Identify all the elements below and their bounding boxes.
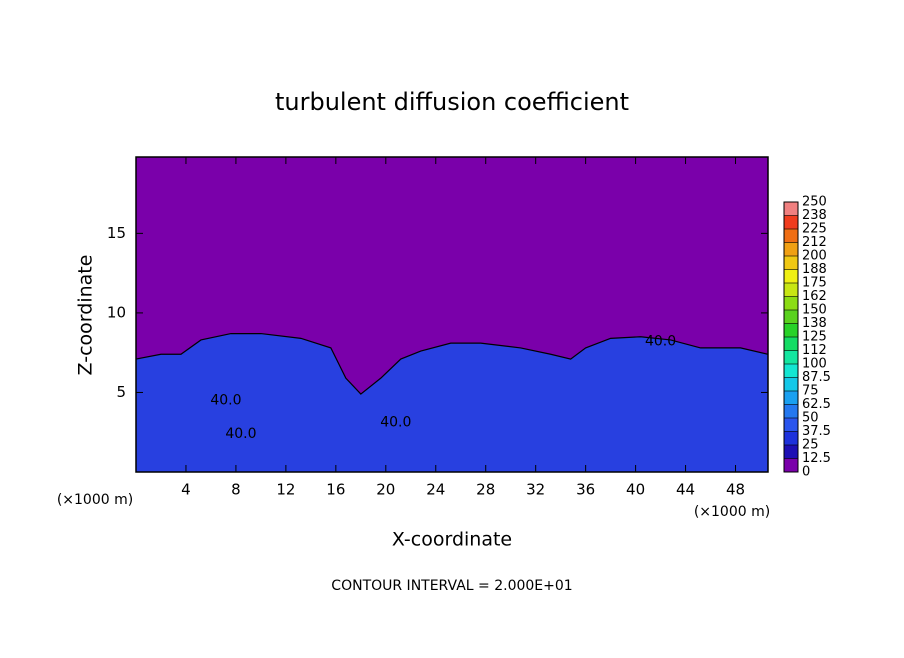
x-tick-label: 24: [426, 481, 445, 499]
contour-line: [135, 332, 769, 395]
y-tick-label: 5: [116, 383, 126, 401]
colorbar-tick-label: 62.5: [802, 397, 831, 412]
x-tick-label: 28: [476, 481, 495, 499]
colorbar-tick-label: 162: [802, 289, 827, 304]
colorbar-band: [784, 350, 798, 364]
contour-label: 40.0: [225, 426, 256, 442]
x-tick-label: 44: [676, 481, 695, 499]
colorbar-band: [784, 418, 798, 432]
colorbar-tick-label: 250: [802, 195, 827, 210]
colorbar-tick-label: 100: [802, 357, 827, 372]
colorbar-tick-label: 50: [802, 411, 819, 426]
colorbar-band: [784, 445, 798, 459]
colorbar-band: [784, 323, 798, 337]
colorbar-band: [784, 337, 798, 351]
colorbar-tick-label: 188: [802, 262, 827, 277]
colorbar-band: [784, 269, 798, 283]
x-unit-label: (×1000 m): [694, 504, 770, 520]
colorbar-tick-label: 200: [802, 249, 827, 264]
x-tick-label: 12: [276, 481, 295, 499]
colorbar-tick-label: 175: [802, 276, 827, 291]
colorbar-tick-label: 0: [802, 465, 810, 480]
colorbar-tick-label: 225: [802, 222, 827, 237]
x-tick-label: 20: [376, 481, 395, 499]
colorbar-band: [784, 431, 798, 445]
y-tick-label: 15: [107, 224, 126, 242]
colorbar-tick-label: 12.5: [802, 451, 831, 466]
colorbar-tick-label: 75: [802, 384, 819, 399]
colorbar-band: [784, 391, 798, 405]
x-tick-label: 4: [181, 481, 191, 499]
colorbar-tick-label: 87.5: [802, 370, 831, 385]
colorbar-band: [784, 215, 798, 229]
colorbar-band: [784, 283, 798, 297]
colorbar-tick-label: 212: [802, 235, 827, 250]
x-axis-label: X-coordinate: [392, 529, 512, 551]
turbulent-layer: [136, 333, 768, 472]
y-axis-label: Z-coordinate: [75, 255, 97, 376]
x-tick-label: 40: [626, 481, 645, 499]
colorbar-band: [784, 310, 798, 324]
x-unit-label: (×1000 m): [57, 492, 133, 508]
contour-label: 40.0: [645, 334, 676, 350]
colorbar-band: [784, 404, 798, 418]
colorbar-band: [784, 256, 798, 270]
colorbar-tick-label: 25: [802, 438, 819, 453]
colorbar-band: [784, 458, 798, 472]
colorbar-tick-label: 37.5: [802, 424, 831, 439]
colorbar-band: [784, 229, 798, 243]
x-tick-label: 36: [576, 481, 595, 499]
x-tick-label: 48: [726, 481, 745, 499]
colorbar-tick-label: 112: [802, 343, 827, 358]
colorbar-band: [784, 242, 798, 256]
colorbar-tick-label: 125: [802, 330, 827, 345]
colorbar-tick-label: 238: [802, 208, 827, 223]
x-tick-label: 32: [526, 481, 545, 499]
plot-frame: [135, 156, 769, 473]
x-tick-label: 16: [326, 481, 345, 499]
contour-label: 40.0: [380, 415, 411, 431]
colorbar-band: [784, 364, 798, 378]
colorbar-band: [784, 377, 798, 391]
colorbar-tick-label: 150: [802, 303, 827, 318]
x-tick-label: 8: [231, 481, 241, 499]
colorbar-band: [784, 296, 798, 310]
colorbar-band: [784, 202, 798, 216]
y-tick-label: 10: [107, 303, 126, 321]
colorbar-tick-label: 138: [802, 316, 827, 331]
footer-note: CONTOUR INTERVAL = 2.000E+01: [331, 578, 572, 594]
chart-title: turbulent diffusion coefficient: [275, 88, 629, 116]
contour-label: 40.0: [210, 392, 241, 408]
